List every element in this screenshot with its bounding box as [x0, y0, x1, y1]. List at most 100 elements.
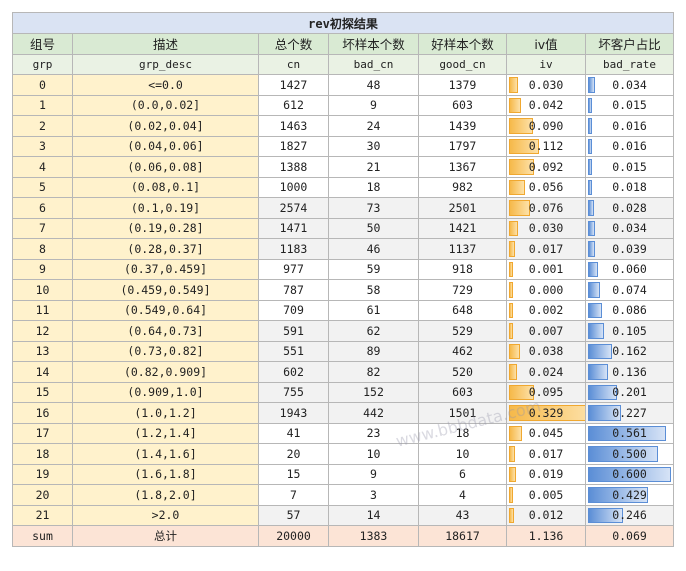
- cell-good-cn: 648: [418, 299, 507, 321]
- cell-cn: 41: [258, 422, 329, 444]
- cell-value: 0.017: [528, 446, 564, 461]
- cell-good-cn: 1379: [418, 74, 507, 96]
- cell-grp: 3: [12, 135, 73, 157]
- bad-rate-data-bar: [588, 97, 593, 113]
- cell-cn: 7: [258, 484, 329, 506]
- cell-grp: 12: [12, 320, 73, 342]
- cell-cn: 1000: [258, 176, 329, 198]
- bad-rate-data-bar: [588, 405, 621, 421]
- cell-iv: 0.042: [506, 94, 586, 116]
- cell-iv: 0.007: [506, 320, 586, 342]
- cell-desc: (0.28,0.37]: [72, 238, 259, 260]
- iv-data-bar: [509, 138, 539, 154]
- cell-grp: 0: [12, 74, 73, 96]
- cell-value: 0.001: [528, 262, 564, 277]
- bad-rate-data-bar: [588, 364, 609, 380]
- table-row: 16 (1.0,1.2] 1943 442 1501 0.329 0.227: [12, 402, 675, 424]
- cell-value: 0.227: [612, 405, 647, 420]
- bad-rate-data-bar: [588, 77, 595, 93]
- cell-bad-cn: 48: [328, 74, 419, 96]
- cell-desc: (1.0,1.2]: [72, 402, 259, 424]
- bad-rate-data-bar: [588, 118, 593, 134]
- bad-rate-data-bar: [588, 323, 605, 339]
- iv-data-bar: [509, 200, 530, 216]
- table-row: 1 (0.0,0.02] 612 9 603 0.042 0.015: [12, 94, 675, 116]
- cell-grp: 5: [12, 176, 73, 198]
- cell-bad-rate: 0.162: [584, 340, 675, 362]
- cell-grp: 7: [12, 217, 73, 239]
- cell-grp: 20: [12, 484, 73, 506]
- table-row: 9 (0.37,0.459] 977 59 918 0.001 0.060: [12, 258, 675, 280]
- cell-good-cn: 1501: [418, 402, 507, 424]
- cell-desc: (0.82,0.909]: [72, 361, 259, 383]
- iv-data-bar: [509, 77, 519, 93]
- cell-value: 0.429: [612, 487, 647, 502]
- cell-iv: 0.090: [506, 115, 586, 137]
- table-row: 14 (0.82,0.909] 602 82 520 0.024 0.136: [12, 361, 675, 383]
- cell-value: 0.561: [612, 426, 647, 441]
- cell-bad-rate: 0.028: [584, 197, 675, 219]
- cell-bad-rate: 0.016: [584, 135, 675, 157]
- cell-bad-cn: 14: [328, 504, 419, 526]
- cell-bad-cn: 9: [328, 463, 419, 485]
- cell-cn: 1427: [258, 74, 329, 96]
- sum-rate: 0.069: [584, 525, 675, 547]
- iv-data-bar: [509, 97, 522, 113]
- table-row: 10 (0.459,0.549] 787 58 729 0.000 0.074: [12, 279, 675, 301]
- cell-iv: 0.112: [506, 135, 586, 157]
- bad-rate-data-bar: [588, 200, 594, 216]
- cell-cn: 2574: [258, 197, 329, 219]
- table-row: 17 (1.2,1.4] 41 23 18 0.045 0.561: [12, 422, 675, 444]
- table-row: 15 (0.909,1.0] 755 152 603 0.095 0.201: [12, 381, 675, 403]
- cell-iv: 0.017: [506, 238, 586, 260]
- table-row: 7 (0.19,0.28] 1471 50 1421 0.030 0.034: [12, 217, 675, 239]
- iv-data-bar: [509, 384, 535, 400]
- cell-bad-cn: 21: [328, 156, 419, 178]
- cell-value: 0.092: [528, 159, 564, 174]
- cell-value: 0.045: [528, 426, 564, 441]
- iv-data-bar: [509, 446, 516, 462]
- iv-data-bar: [509, 159, 534, 175]
- cell-grp: 4: [12, 156, 73, 178]
- cell-value: 0.039: [612, 241, 647, 256]
- header-row-en: grp grp_desc cn bad_cn good_cn iv bad_ra…: [12, 53, 675, 75]
- cell-value: 0.090: [528, 118, 564, 133]
- cell-grp: 15: [12, 381, 73, 403]
- field-good-cn: good_cn: [418, 53, 507, 75]
- cell-value: 0.038: [528, 344, 564, 359]
- iv-data-bar: [509, 405, 585, 421]
- cell-bad-cn: 59: [328, 258, 419, 280]
- header-row-cn: 组号 描述 总个数 坏样本个数 好样本个数 iv值 坏客户占比: [12, 33, 675, 55]
- cell-good-cn: 2501: [418, 197, 507, 219]
- field-grp-desc: grp_desc: [72, 53, 259, 75]
- cell-cn: 591: [258, 320, 329, 342]
- bad-rate-data-bar: [588, 487, 649, 503]
- sum-row: sum 总计 20000 1383 18617 1.136 0.069: [12, 525, 675, 547]
- bad-rate-data-bar: [588, 179, 593, 195]
- cell-bad-rate: 0.429: [584, 484, 675, 506]
- iv-data-bar: [509, 261, 513, 277]
- cell-good-cn: 4: [418, 484, 507, 506]
- cell-bad-rate: 0.015: [584, 156, 675, 178]
- bad-rate-data-bar: [588, 282, 601, 298]
- cell-desc: (0.1,0.19]: [72, 197, 259, 219]
- field-bad-cn: bad_cn: [328, 53, 419, 75]
- cell-value: 0.015: [612, 159, 647, 174]
- cell-desc: (0.37,0.459]: [72, 258, 259, 280]
- cell-iv: 0.056: [506, 176, 586, 198]
- cell-value: 0.056: [528, 180, 564, 195]
- cell-cn: 612: [258, 94, 329, 116]
- cell-bad-cn: 9: [328, 94, 419, 116]
- cell-good-cn: 6: [418, 463, 507, 485]
- header-bad-rate: 坏客户占比: [584, 33, 675, 55]
- cell-iv: 0.019: [506, 463, 586, 485]
- table-row: 18 (1.4,1.6] 20 10 10 0.017 0.500: [12, 443, 675, 465]
- cell-value: 0.012: [528, 508, 564, 523]
- cell-good-cn: 1367: [418, 156, 507, 178]
- cell-value: 0.034: [612, 221, 647, 236]
- cell-good-cn: 462: [418, 340, 507, 362]
- cell-desc: <=0.0: [72, 74, 259, 96]
- bad-rate-data-bar: [588, 384, 618, 400]
- cell-good-cn: 529: [418, 320, 507, 342]
- cell-value: 0.042: [528, 98, 564, 113]
